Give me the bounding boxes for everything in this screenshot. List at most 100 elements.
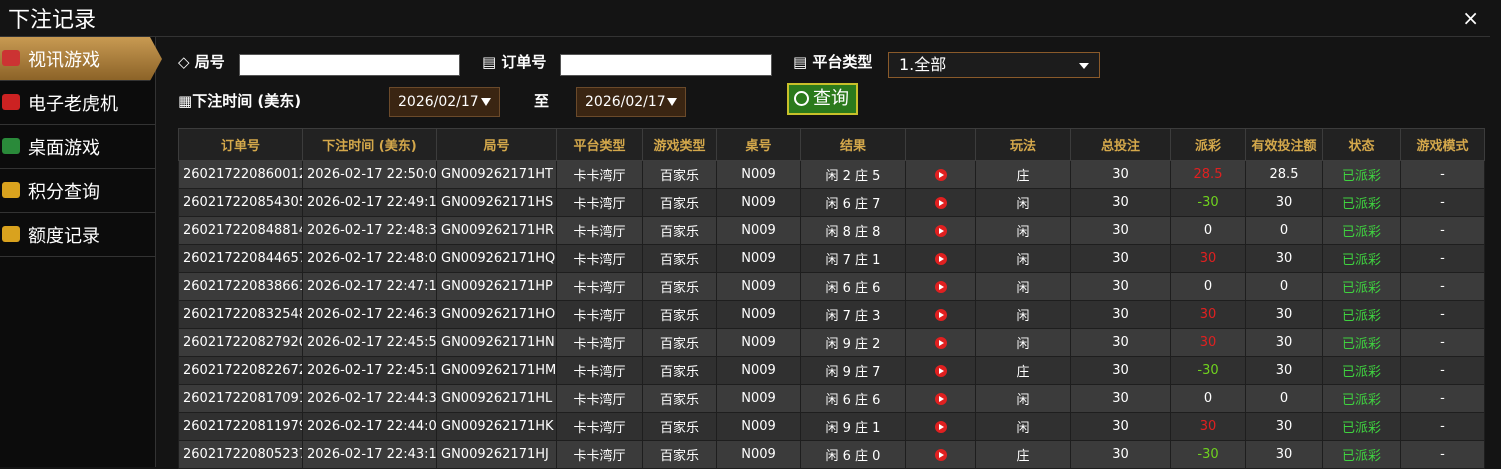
cell: N009: [716, 440, 801, 469]
sidebar-icon: [2, 138, 20, 154]
cell: 闲 7 庄 3: [800, 300, 906, 329]
cell: N009: [716, 188, 801, 217]
cell: 庄: [975, 440, 1071, 469]
table-row: 260217220827920 2026-02-17 22:45:58 GN0092…: [178, 328, 1485, 357]
cell: 0: [1170, 272, 1246, 301]
cell: -: [1400, 412, 1485, 441]
replay-icon[interactable]: [934, 448, 947, 461]
cell: 260217220822672: [178, 356, 303, 385]
cell: 已派彩: [1322, 272, 1401, 301]
cell: 260217220827920: [178, 328, 303, 357]
cell: 已派彩: [1322, 216, 1401, 245]
sidebar-item[interactable]: 桌面游戏: [0, 125, 155, 169]
replay-cell: [905, 188, 976, 217]
cell: -: [1400, 188, 1485, 217]
replay-cell: [905, 328, 976, 357]
cell: 2026-02-17 22:48:03: [302, 244, 437, 273]
column-header: 状态: [1322, 128, 1401, 161]
cell: 闲 9 庄 2: [800, 328, 906, 357]
column-header: 派彩: [1170, 128, 1246, 161]
cell: 2026-02-17 22:45:19: [302, 356, 437, 385]
cell: 2026-02-17 22:49:19: [302, 188, 437, 217]
cell: 0: [1245, 272, 1323, 301]
cell: 30: [1245, 300, 1323, 329]
search-button[interactable]: 查询: [787, 83, 858, 115]
replay-icon[interactable]: [934, 420, 947, 433]
platform-select[interactable]: 1.全部: [888, 52, 1100, 78]
cell: 闲 8 庄 8: [800, 216, 906, 245]
cell: 闲 6 庄 7: [800, 188, 906, 217]
cell: 闲: [975, 244, 1071, 273]
cell: 30: [1070, 384, 1171, 413]
window-title: 下注记录: [8, 8, 97, 33]
replay-icon[interactable]: [934, 364, 947, 377]
cell: 30: [1070, 272, 1171, 301]
table-row: 260217220805237 2026-02-17 22:43:15 GN0092…: [178, 440, 1485, 469]
sidebar-item[interactable]: 积分查询: [0, 169, 155, 213]
cell: 260217220838661: [178, 272, 303, 301]
cell: 2026-02-17 22:47:18: [302, 272, 437, 301]
cell: 30: [1070, 356, 1171, 385]
column-header: 游戏类型: [642, 128, 717, 161]
cell: GN009262171HN: [436, 328, 557, 357]
cell: 百家乐: [642, 244, 717, 273]
table-row: 260217220832548 2026-02-17 22:46:32 GN0092…: [178, 300, 1485, 329]
replay-icon[interactable]: [934, 308, 947, 321]
cell: GN009262171HP: [436, 272, 557, 301]
cell: 庄: [975, 356, 1071, 385]
sidebar-item[interactable]: 视讯游戏: [0, 37, 162, 81]
cell: N009: [716, 328, 801, 357]
cell: 30: [1245, 328, 1323, 357]
replay-icon[interactable]: [934, 336, 947, 349]
sidebar-icon: [2, 50, 20, 66]
date-from[interactable]: 2026/02/17: [389, 87, 500, 117]
cell: 闲 2 庄 5: [800, 160, 906, 189]
platform-label: ▤ 平台类型: [793, 53, 873, 71]
cell: 卡卡湾厅: [556, 440, 643, 469]
date-to[interactable]: 2026/02/17: [576, 87, 686, 117]
cell: GN009262171HT: [436, 160, 557, 189]
replay-icon[interactable]: [934, 252, 947, 265]
column-header: 下注时间 (美东): [302, 128, 437, 161]
replay-icon[interactable]: [934, 392, 947, 405]
cell: 2026-02-17 22:46:32: [302, 300, 437, 329]
label-text: 局号: [194, 53, 225, 71]
cell: N009: [716, 300, 801, 329]
table-row: 260217220844657 2026-02-17 22:48:03 GN0092…: [178, 244, 1485, 273]
sidebar-icon: [2, 182, 20, 198]
cell: 30: [1070, 216, 1171, 245]
to-label: 至: [534, 92, 550, 110]
order-input[interactable]: [560, 54, 772, 76]
cell: N009: [716, 272, 801, 301]
cell: -30: [1170, 356, 1246, 385]
cell: 0: [1170, 384, 1246, 413]
replay-icon[interactable]: [934, 280, 947, 293]
round-input[interactable]: [239, 54, 460, 76]
cell: 卡卡湾厅: [556, 356, 643, 385]
cell: 2026-02-17 22:48:38: [302, 216, 437, 245]
cell: N009: [716, 384, 801, 413]
cell: 30: [1170, 244, 1246, 273]
sidebar-item[interactable]: 额度记录: [0, 213, 155, 257]
column-header: 结果: [800, 128, 906, 161]
sidebar-item[interactable]: 电子老虎机: [0, 81, 155, 125]
close-button[interactable]: ×: [1462, 6, 1479, 30]
cell: N009: [716, 160, 801, 189]
cell: 闲 6 庄 0: [800, 440, 906, 469]
cell: 260217220844657: [178, 244, 303, 273]
replay-cell: [905, 356, 976, 385]
cell: 已派彩: [1322, 300, 1401, 329]
cell: 已派彩: [1322, 384, 1401, 413]
cell: 百家乐: [642, 272, 717, 301]
replay-icon[interactable]: [934, 224, 947, 237]
cell: 2026-02-17 22:44:02: [302, 412, 437, 441]
label-text: 订单号: [501, 53, 547, 71]
label-text: 平台类型: [812, 53, 873, 71]
divider: [0, 36, 1490, 37]
cell: 闲 9 庄 7: [800, 356, 906, 385]
cell: 百家乐: [642, 440, 717, 469]
replay-icon[interactable]: [934, 168, 947, 181]
cell: 260217220848814: [178, 216, 303, 245]
replay-icon[interactable]: [934, 196, 947, 209]
